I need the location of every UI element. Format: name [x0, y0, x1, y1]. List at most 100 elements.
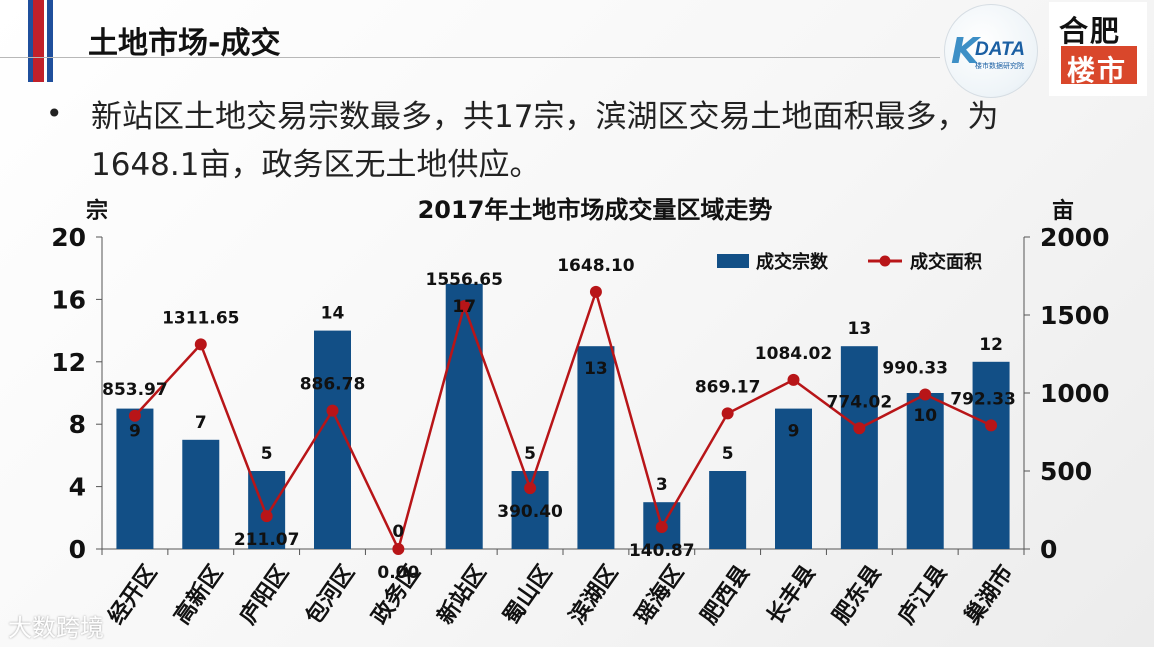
- line-value-label: 869.17: [695, 377, 761, 397]
- line-point: [326, 404, 339, 417]
- line-point: [458, 300, 471, 313]
- x-tick-label: 肥东县: [828, 560, 887, 629]
- watermark: 大数跨境: [8, 614, 104, 642]
- bar-value-label: 10: [913, 406, 937, 426]
- line-point: [787, 373, 800, 386]
- line-point: [655, 521, 668, 534]
- legend-bar-swatch: [717, 254, 749, 268]
- bar-value-label: 0: [392, 522, 404, 542]
- line-point: [919, 388, 932, 401]
- line-point: [721, 407, 734, 420]
- x-tick-label: 蜀山区: [499, 561, 557, 629]
- y-left-tick-label: 16: [51, 285, 86, 314]
- y-axis-right-label: 亩: [1052, 198, 1074, 224]
- bar-value-label: 14: [321, 304, 345, 324]
- line-point: [260, 510, 273, 523]
- x-tick-label: 肥西县: [697, 561, 755, 629]
- chart-title: 2017年土地市场成交量区域走势: [418, 196, 773, 224]
- line-series: [128, 285, 998, 555]
- bar: [775, 408, 812, 549]
- bar-value-label: 13: [584, 359, 608, 379]
- bar: [840, 346, 878, 549]
- line-path: [134, 287, 992, 553]
- y-right-tick-label: 0: [1040, 535, 1057, 564]
- line-value-label: 211.07: [234, 530, 300, 550]
- y-left-tick-label: 4: [69, 473, 86, 502]
- bar-value-label: 5: [261, 444, 273, 464]
- line-point: [392, 543, 405, 555]
- hefei-logo-red-box: 楼市: [1061, 46, 1137, 87]
- bar-value-label: 9: [129, 422, 141, 442]
- line-point: [589, 285, 602, 298]
- hefei-loushi-logo: 合肥 楼市: [1049, 2, 1147, 96]
- bar: [709, 471, 747, 549]
- title-stripe-blue-right: [47, 0, 53, 82]
- bar-value-label: 7: [195, 413, 207, 433]
- x-tick-label: 庐江县: [893, 560, 952, 629]
- kdata-logo-subtitle: 楼市数据研究院: [975, 62, 1024, 70]
- y-axis-left-label: 宗: [86, 198, 108, 224]
- x-tick-label: 新站区: [432, 560, 491, 629]
- bullet-dot: •: [46, 97, 63, 130]
- bar: [577, 346, 615, 549]
- bar: [116, 408, 154, 549]
- line-value-label: 853.97: [102, 380, 168, 400]
- line-value-label: 1648.10: [557, 256, 635, 276]
- bar-series: [116, 283, 1010, 549]
- y-right-tick-label: 1000: [1040, 379, 1110, 408]
- slide-title: 土地市场-成交: [88, 26, 281, 61]
- bar: [445, 283, 483, 549]
- kdata-logo-k: K: [951, 31, 979, 72]
- legend: 成交宗数 成交面积: [717, 251, 982, 273]
- data-labels: 9 7 5 14 0 17 5 13 3 5 9 13 10 12 853.97 1311.65 211.07 8…: [102, 256, 1016, 583]
- legend-line-marker: [879, 255, 891, 267]
- line-value-label: 886.78: [300, 375, 366, 395]
- y-right-tick-label: 2000: [1040, 223, 1110, 252]
- x-tick-label: 高新区: [169, 560, 228, 629]
- line-point: [524, 482, 537, 495]
- x-tick-label: 瑶海区: [630, 560, 689, 629]
- line-point: [128, 409, 141, 422]
- y-right-tick-label: 1500: [1040, 301, 1110, 330]
- x-tick-label: 巢湖市: [959, 560, 1019, 630]
- bullet-text: 新站区土地交易宗数最多，共17宗，滨湖区交易土地面积最多，为1648.1亩，政务…: [91, 99, 999, 183]
- kdata-logo-text: DATA: [975, 39, 1025, 60]
- line-value-label: 140.87: [629, 541, 695, 561]
- y-right-tick-label: 500: [1040, 457, 1092, 486]
- bar-value-label: 12: [979, 335, 1003, 355]
- bar: [182, 439, 220, 549]
- title-stripe-red: [33, 0, 44, 82]
- line-point: [194, 338, 207, 351]
- line-value-label: 990.33: [882, 359, 948, 379]
- line-value-label: 0.00: [377, 563, 419, 583]
- bar-value-label: 9: [788, 422, 800, 442]
- line-value-label: 390.40: [497, 502, 563, 522]
- title-stripe-blue-left: [28, 0, 33, 82]
- title-divider: [0, 57, 940, 58]
- line-value-label: 1311.65: [162, 308, 239, 328]
- kdata-logo: K DATA 楼市数据研究院: [944, 4, 1038, 98]
- x-tick-label: 滨湖区: [564, 560, 623, 629]
- line-point: [853, 422, 866, 435]
- y-left-tick-label: 20: [51, 223, 86, 252]
- y-left-tick-label: 0: [69, 535, 86, 564]
- x-tick-label: 庐阳区: [235, 560, 294, 629]
- bar-value-label: 5: [524, 444, 536, 464]
- line-value-label: 1084.02: [755, 344, 832, 364]
- bar: [906, 393, 944, 549]
- x-tick-label: 长丰县: [763, 561, 821, 629]
- legend-bar-label: 成交宗数: [756, 251, 829, 273]
- bar: [972, 361, 1010, 549]
- line-value-label: 1556.65: [425, 270, 502, 290]
- legend-line-label: 成交面积: [910, 251, 982, 273]
- line-point: [985, 419, 998, 432]
- x-tick-label: 包河区: [301, 560, 360, 629]
- line-value-label: 792.33: [950, 389, 1016, 409]
- bar-value-label: 13: [848, 319, 872, 339]
- x-tick-label: 经开区: [103, 560, 162, 629]
- bar-value-label: 3: [656, 475, 668, 495]
- bar: [314, 330, 351, 549]
- hefei-logo-bottom: 楼市: [1067, 54, 1128, 87]
- y-left-tick-label: 12: [51, 348, 86, 377]
